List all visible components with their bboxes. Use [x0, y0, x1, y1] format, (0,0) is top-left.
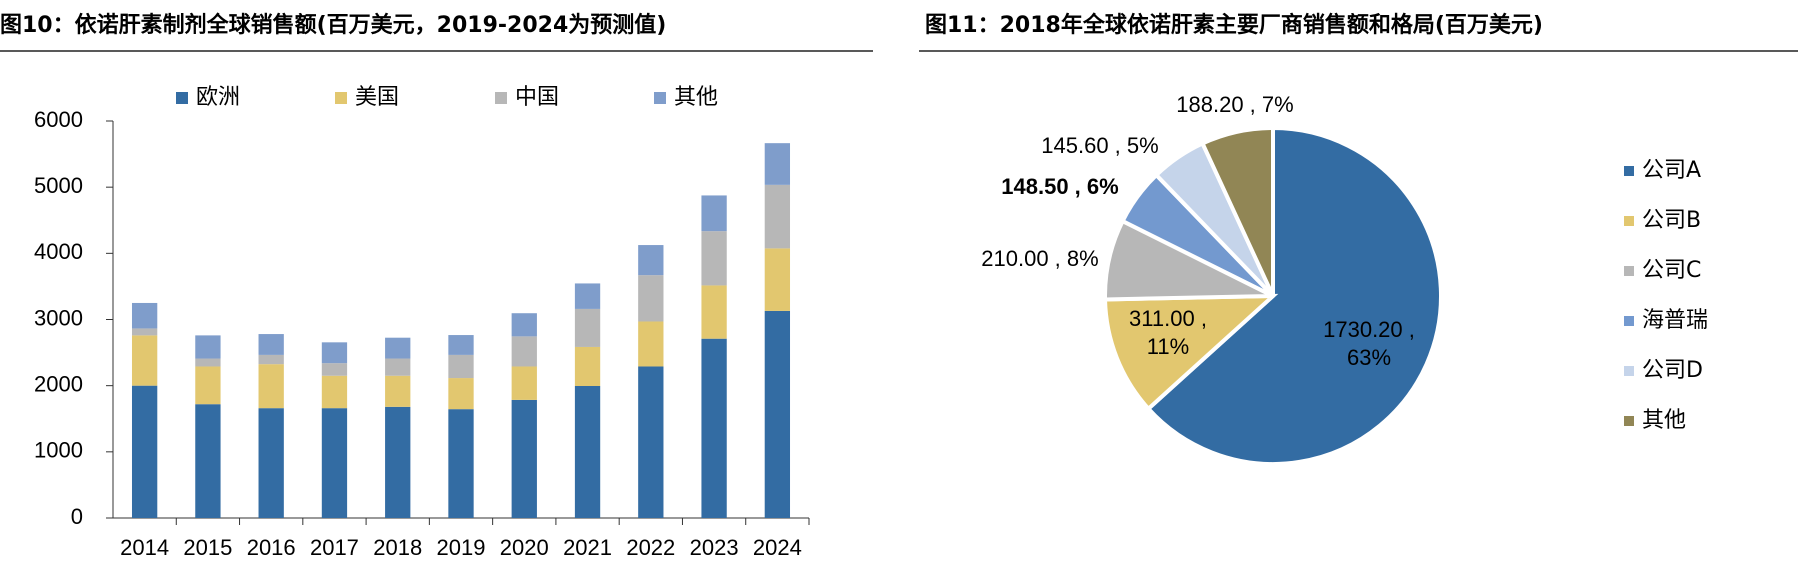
data-label: 210.00 , 8%: [981, 246, 1099, 271]
legend-swatch: [495, 92, 507, 104]
bar-segment: [638, 321, 664, 367]
bar-segment: [385, 337, 411, 359]
x-tick-label: 2019: [437, 535, 486, 560]
bar-segment: [701, 285, 727, 339]
bar-segment: [258, 364, 284, 409]
bar-segment: [574, 283, 601, 309]
bar-segment: [764, 184, 791, 249]
bar-segment: [511, 336, 537, 367]
bar-segment: [131, 302, 158, 329]
bar-segment: [764, 248, 791, 311]
bar-segment: [131, 328, 158, 336]
legend-label: 中国: [515, 85, 559, 110]
legend-label: 其他: [674, 85, 718, 110]
bar-segment: [258, 334, 284, 355]
bar-segment: [321, 363, 348, 376]
bar-segment: [131, 335, 158, 386]
x-tick-label: 2016: [247, 535, 296, 560]
data-label: 1730.20 , 63%: [1323, 317, 1415, 370]
data-label: 145.60 , 5%: [1041, 133, 1159, 158]
y-tick-label: 1000: [34, 438, 83, 463]
bar-segment: [574, 308, 601, 347]
legend-swatch: [1624, 266, 1634, 276]
bar-segment: [448, 409, 474, 518]
pie-slice: [1102, 293, 1279, 412]
x-tick-label: 2023: [690, 535, 739, 560]
y-tick-label: 0: [71, 504, 83, 529]
bar-segment: [511, 366, 537, 400]
data-label: 148.50 , 6%: [1001, 174, 1119, 199]
legend-label: 公司D: [1642, 358, 1703, 383]
bar-segment: [195, 358, 221, 367]
bar-segment: [321, 342, 348, 364]
bar-segment: [511, 399, 537, 518]
bar-segment: [385, 375, 411, 407]
pie-slice: [1199, 125, 1275, 297]
legend-swatch: [1624, 166, 1634, 176]
bar-segment: [321, 375, 348, 409]
x-tick-label: 2021: [563, 535, 612, 560]
bar-segment: [638, 245, 664, 276]
x-tick-label: 2018: [373, 535, 422, 560]
bar-segment: [701, 338, 727, 518]
bar-segment: [764, 310, 791, 518]
y-tick-label: 6000: [34, 107, 83, 132]
chart-title: 图10：依诺肝素制剂全球销售额(百万美元，2019-2024为预测值): [0, 12, 666, 38]
x-tick-label: 2024: [753, 535, 802, 560]
legend-swatch: [176, 92, 188, 104]
bar-segment: [195, 366, 221, 405]
bar-segment: [448, 378, 474, 410]
legend-swatch: [335, 92, 347, 104]
y-tick-label: 5000: [34, 173, 83, 198]
bar-segment: [131, 385, 158, 518]
legend-label: 海普瑞: [1642, 308, 1708, 333]
pie-slice: [1145, 125, 1443, 466]
y-tick-label: 4000: [34, 239, 83, 264]
legend-swatch: [1624, 416, 1634, 426]
bar-segment: [574, 385, 601, 518]
bar-segment: [385, 406, 411, 518]
bar-segment: [764, 143, 791, 185]
legend-swatch: [1624, 366, 1634, 376]
bar-segment: [701, 195, 727, 232]
bar-segment: [574, 346, 601, 386]
x-tick-label: 2017: [310, 535, 359, 560]
legend-label: 公司B: [1642, 208, 1701, 233]
legend-label: 公司C: [1642, 258, 1701, 283]
chart-title: 图11：2018年全球依诺肝素主要厂商销售额和格局(百万美元): [925, 12, 1543, 38]
data-label: 311.00 , 11%: [1129, 306, 1207, 359]
legend-swatch: [654, 92, 666, 104]
bar-segment: [195, 335, 221, 359]
bar-segment: [258, 354, 284, 365]
bar-segment: [321, 408, 348, 518]
x-tick-label: 2015: [183, 535, 232, 560]
x-tick-label: 2022: [626, 535, 675, 560]
bar-segment: [385, 358, 411, 376]
legend-label: 美国: [355, 85, 399, 110]
bar-segment: [258, 408, 284, 518]
y-tick-label: 2000: [34, 371, 83, 396]
data-label: 188.20 , 7%: [1176, 92, 1294, 117]
x-tick-label: 2020: [500, 535, 549, 560]
bar-segment: [511, 313, 537, 337]
bar-segment: [701, 231, 727, 286]
bar-segment: [448, 354, 474, 379]
bar-segment: [195, 404, 221, 518]
legend-label: 公司A: [1642, 158, 1701, 183]
legend-label: 欧洲: [196, 85, 240, 110]
y-tick-label: 3000: [34, 305, 83, 330]
bar-segment: [638, 366, 664, 518]
legend-swatch: [1624, 216, 1634, 226]
legend-label: 其他: [1642, 408, 1686, 433]
bar-segment: [638, 275, 664, 322]
x-tick-label: 2014: [120, 535, 169, 560]
legend-swatch: [1624, 316, 1634, 326]
bar-segment: [448, 335, 474, 355]
